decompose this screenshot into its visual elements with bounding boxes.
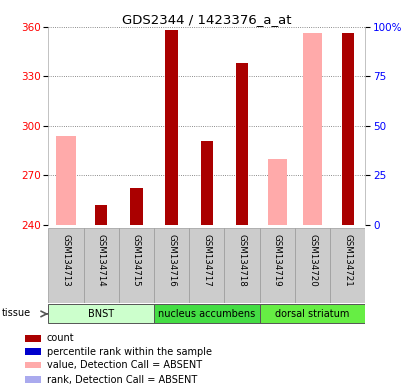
Bar — [130, 189, 142, 225]
Bar — [56, 136, 76, 225]
Text: GSM134717: GSM134717 — [202, 235, 211, 287]
Bar — [201, 141, 213, 225]
Text: count: count — [47, 333, 74, 343]
Text: GSM134715: GSM134715 — [132, 235, 141, 287]
Bar — [48, 228, 84, 303]
Text: dorsal striatum: dorsal striatum — [276, 309, 350, 319]
Bar — [24, 335, 41, 342]
Text: GSM134718: GSM134718 — [238, 235, 247, 287]
Bar — [330, 228, 365, 303]
Bar — [189, 228, 224, 303]
Bar — [24, 376, 41, 383]
Bar — [224, 228, 260, 303]
Bar — [24, 362, 41, 368]
Bar — [260, 228, 295, 303]
Text: GSM134719: GSM134719 — [273, 235, 282, 287]
Text: nucleus accumbens: nucleus accumbens — [158, 309, 255, 319]
Text: GSM134720: GSM134720 — [308, 235, 317, 287]
Bar — [236, 63, 248, 225]
Text: GSM134714: GSM134714 — [97, 235, 106, 287]
Bar — [154, 228, 189, 303]
Text: value, Detection Call = ABSENT: value, Detection Call = ABSENT — [47, 360, 202, 370]
Bar — [154, 305, 260, 323]
Bar — [95, 205, 108, 225]
Title: GDS2344 / 1423376_a_at: GDS2344 / 1423376_a_at — [122, 13, 291, 26]
Bar — [341, 33, 354, 225]
Text: BNST: BNST — [88, 309, 114, 319]
Bar — [48, 305, 154, 323]
Text: percentile rank within the sample: percentile rank within the sample — [47, 347, 212, 357]
Bar — [84, 228, 119, 303]
Bar — [119, 228, 154, 303]
Text: rank, Detection Call = ABSENT: rank, Detection Call = ABSENT — [47, 374, 197, 384]
Text: GSM134716: GSM134716 — [167, 235, 176, 287]
Bar — [295, 228, 330, 303]
Text: GSM134713: GSM134713 — [61, 235, 71, 287]
Bar — [260, 305, 365, 323]
Text: tissue: tissue — [2, 308, 31, 318]
Bar — [268, 159, 287, 225]
Bar — [165, 30, 178, 225]
Bar — [24, 348, 41, 355]
Text: GSM134721: GSM134721 — [343, 235, 352, 287]
Bar — [303, 33, 322, 225]
